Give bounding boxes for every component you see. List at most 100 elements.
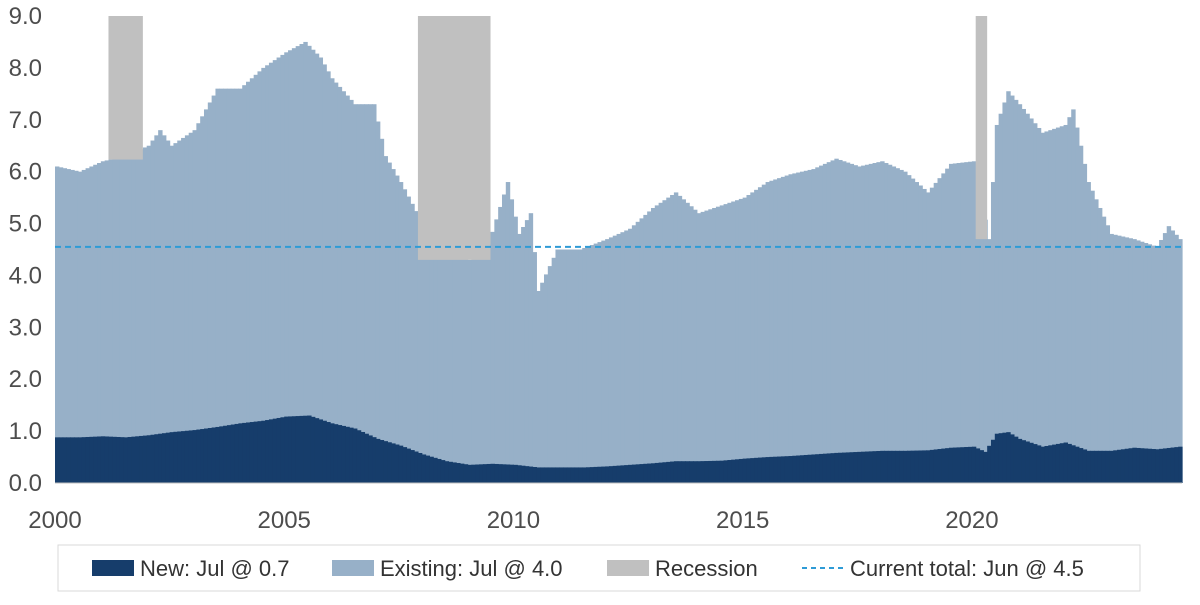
new-bar — [1166, 447, 1172, 483]
new-bar — [93, 436, 98, 483]
new-bar — [154, 434, 159, 483]
new-bar — [624, 465, 629, 483]
new-bar — [1128, 448, 1133, 483]
new-bar — [849, 452, 855, 483]
new-bar — [700, 461, 706, 483]
existing-bar — [754, 189, 759, 483]
new-bar — [689, 461, 694, 483]
new-bar — [712, 460, 717, 483]
existing-bar — [811, 169, 816, 483]
new-bar — [1120, 449, 1126, 483]
existing-bar — [1139, 241, 1145, 483]
new-bar — [884, 450, 889, 483]
new-bar — [1082, 449, 1088, 483]
new-bar — [440, 460, 446, 483]
existing-bar — [948, 163, 954, 483]
existing-bar — [864, 164, 870, 483]
new-bar — [414, 451, 419, 483]
new-bar — [100, 436, 106, 483]
existing-bar — [1025, 113, 1030, 483]
new-bar — [608, 466, 614, 483]
new-bar — [62, 437, 68, 483]
existing-bar — [226, 88, 232, 483]
new-bar — [463, 464, 469, 483]
existing-bar — [624, 230, 629, 483]
existing-bar — [433, 236, 438, 483]
existing-bar — [605, 239, 610, 483]
existing-bar — [586, 246, 591, 483]
existing-bar — [406, 196, 411, 483]
new-bar — [631, 464, 637, 483]
existing-bar — [372, 104, 377, 484]
new-bar — [658, 462, 664, 483]
new-bar — [754, 457, 759, 483]
new-bar — [1055, 443, 1061, 483]
new-bar — [1101, 450, 1107, 483]
new-bar — [792, 455, 797, 483]
new-bar — [517, 465, 522, 483]
existing-bar — [387, 162, 392, 483]
existing-bar — [945, 168, 950, 483]
new-bar — [566, 467, 572, 483]
existing-bar — [1170, 230, 1175, 483]
existing-bar — [55, 166, 60, 484]
existing-bar — [471, 256, 476, 483]
new-bar — [987, 445, 992, 483]
existing-bar — [1029, 118, 1034, 483]
existing-bar — [1086, 182, 1091, 484]
new-bar — [261, 420, 266, 483]
new-bar — [910, 450, 916, 483]
new-bar — [834, 452, 839, 483]
new-bar — [922, 450, 927, 483]
existing-bar — [295, 46, 301, 483]
new-bar — [318, 419, 324, 483]
existing-bar — [910, 178, 916, 483]
new-bar — [1075, 446, 1080, 483]
existing-bar — [272, 60, 278, 484]
existing-bar — [322, 64, 327, 484]
new-bar — [780, 456, 786, 483]
new-bar — [639, 464, 644, 483]
new-bar — [104, 436, 110, 483]
new-bar — [372, 437, 377, 483]
existing-bar — [987, 239, 992, 483]
existing-bar — [238, 88, 243, 483]
new-bar — [280, 417, 285, 483]
existing-bar — [261, 67, 266, 483]
existing-bar — [1006, 91, 1011, 484]
new-bar — [757, 457, 763, 483]
new-bar — [1143, 448, 1149, 483]
new-bar — [1048, 445, 1053, 483]
new-bar — [948, 447, 954, 483]
existing-bar — [146, 145, 152, 483]
new-bar — [1178, 446, 1183, 483]
new-bar — [536, 467, 541, 483]
existing-bar — [1052, 128, 1057, 484]
existing-bar — [517, 233, 522, 483]
existing-bar — [715, 206, 721, 483]
new-bar — [616, 465, 622, 483]
new-bar — [815, 454, 820, 483]
existing-bar — [673, 192, 679, 484]
existing-bar — [903, 171, 908, 484]
new-bar — [1097, 450, 1103, 483]
y-tick-label: 4.0 — [9, 262, 42, 289]
existing-bar — [505, 182, 511, 484]
new-bar — [1094, 450, 1099, 483]
existing-bar — [994, 124, 1000, 483]
new-bar — [150, 434, 155, 483]
legend-box — [57, 544, 1141, 592]
existing-bar — [815, 167, 820, 483]
new-bar — [119, 437, 125, 483]
new-bar — [486, 463, 492, 483]
existing-bar — [696, 213, 702, 483]
existing-bar — [70, 169, 75, 483]
new-bar — [505, 464, 511, 483]
new-bar — [693, 461, 698, 483]
new-bar — [89, 436, 94, 483]
existing-bar — [612, 235, 618, 483]
new-bar — [173, 431, 178, 483]
new-bar — [1017, 438, 1023, 483]
new-bar — [570, 467, 576, 483]
new-bar — [635, 464, 641, 483]
